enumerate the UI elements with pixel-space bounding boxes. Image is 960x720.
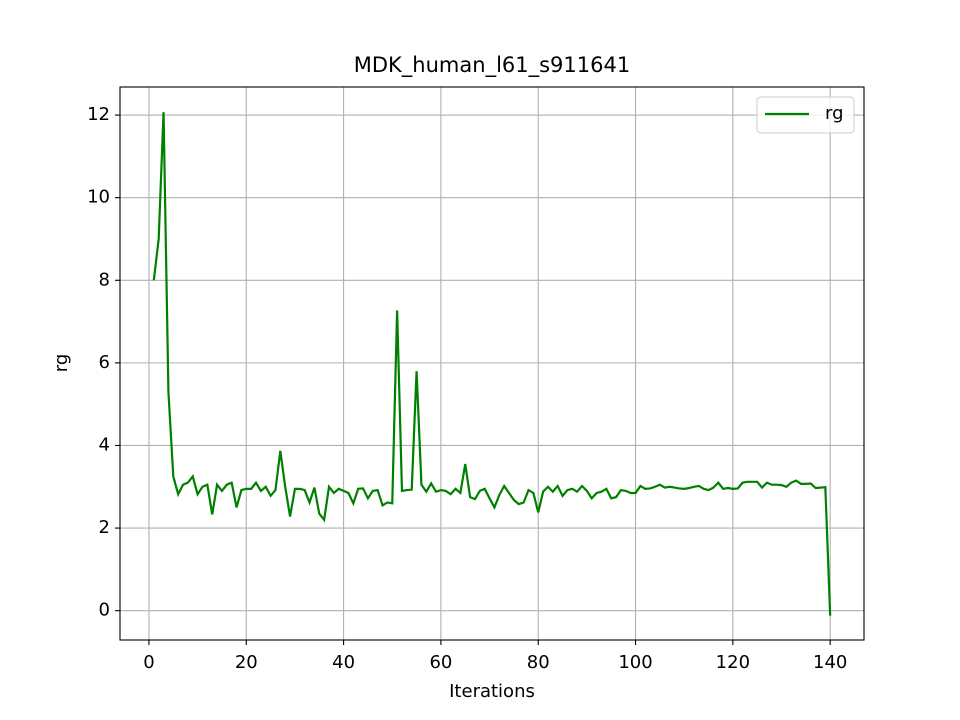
y-axis-label: rg [51,354,72,373]
y-tick-label: 0 [99,600,110,621]
y-tick-label: 10 [87,187,110,208]
legend-label: rg [825,103,844,124]
x-tick-label: 60 [429,652,452,673]
y-tick-label: 4 [99,434,110,455]
x-tick-label: 0 [143,652,154,673]
data-line [152,112,832,616]
x-tick-label: 80 [527,652,550,673]
x-tick-label: 20 [235,652,258,673]
y-tick-label: 8 [99,269,110,290]
x-axis-label: Iterations [449,681,535,702]
y-tick-label: 12 [87,104,110,125]
x-tick-label: 140 [813,652,847,673]
y-tick-label: 6 [99,352,110,373]
x-tick-label: 120 [716,652,750,673]
y-tick-label: 2 [99,517,110,538]
chart-title: MDK_human_l61_s911641 [354,53,630,78]
x-tick-label: 100 [618,652,652,673]
x-tick-label: 40 [332,652,355,673]
axes-frame [119,86,865,641]
